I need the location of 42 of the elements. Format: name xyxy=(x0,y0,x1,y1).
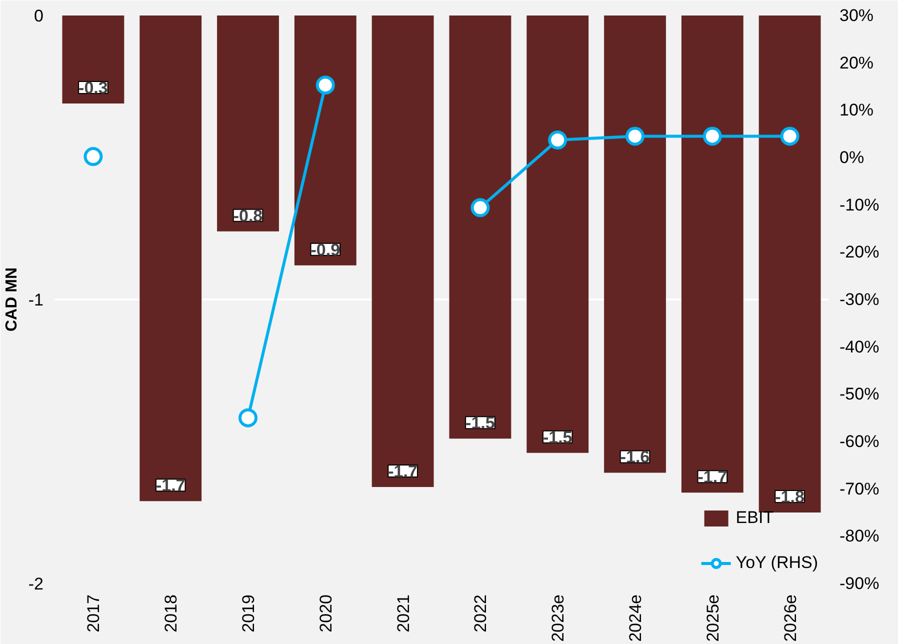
legend-label: EBIT xyxy=(736,508,774,528)
x-tick-label: 2022 xyxy=(471,594,490,632)
point xyxy=(548,130,568,150)
y2-tick-label: -70% xyxy=(840,479,880,498)
data-label: -1.7 xyxy=(388,462,418,481)
y-tick-label: 0 xyxy=(34,6,44,26)
point xyxy=(626,126,644,146)
point xyxy=(780,126,800,146)
y2-tick-label: 10% xyxy=(840,100,874,120)
x-tick-label: 2025e xyxy=(703,594,722,642)
y2-tick-label: -80% xyxy=(840,526,880,546)
point xyxy=(702,126,722,146)
data-label: -0.8 xyxy=(233,206,263,226)
point xyxy=(316,76,335,95)
x-tick-label: 2018 xyxy=(162,594,181,632)
data-label: -1.6 xyxy=(620,448,650,467)
data-label: -0.3 xyxy=(78,78,108,98)
y2-tick-label: 0% xyxy=(840,148,864,167)
y2-tick-label: -50% xyxy=(840,384,880,404)
x-tick-label: 2019 xyxy=(239,594,258,632)
data-label: -1.8 xyxy=(775,488,804,506)
y2-tick-label: 20% xyxy=(840,53,874,72)
y2-tick-label: -60% xyxy=(840,432,880,451)
x-tick-label: 2023e xyxy=(548,594,568,642)
y-tick-label: -2 xyxy=(28,574,44,594)
y2-tick-label: 30% xyxy=(840,6,874,25)
y-tick-label: -1 xyxy=(28,290,44,310)
x-tick-label: 2017 xyxy=(84,594,104,632)
y2-tick-label: -20% xyxy=(840,242,880,262)
legend-label: YoY (RHS) xyxy=(736,553,818,573)
x-tick-label: 2026e xyxy=(780,594,800,642)
point xyxy=(238,408,258,428)
y2-tick-label: -10% xyxy=(840,195,880,214)
y2-tick-label: -30% xyxy=(840,290,880,309)
y-axis-title: CAD MN xyxy=(3,267,20,332)
x-tick-label: 2021 xyxy=(394,594,413,632)
y2-tick-label: -40% xyxy=(840,337,880,356)
point xyxy=(84,147,103,166)
point xyxy=(470,198,490,218)
x-tick-label: 2020 xyxy=(316,594,336,632)
x-tick-label: 2024e xyxy=(626,594,645,642)
y2-tick-label: -90% xyxy=(840,574,880,593)
